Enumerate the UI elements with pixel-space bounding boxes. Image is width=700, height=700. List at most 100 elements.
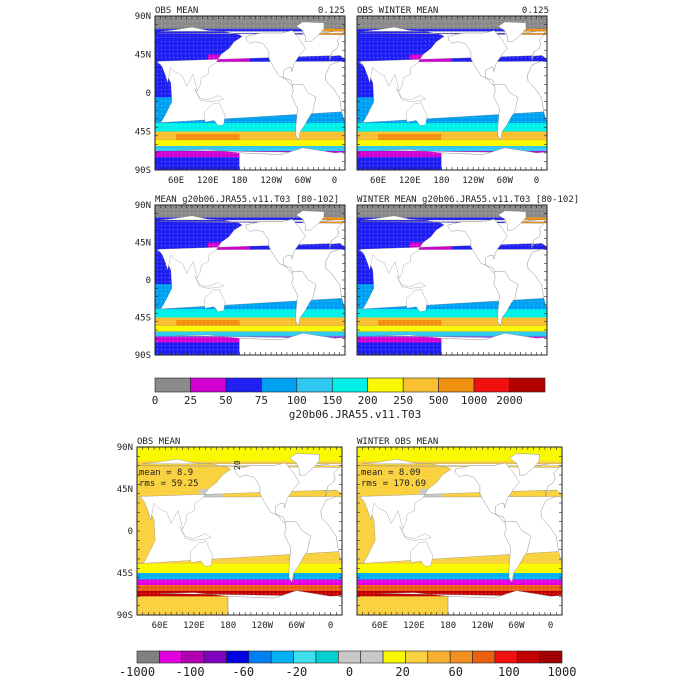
land-mass [320, 496, 342, 564]
stat-rms: rms = 59.25 [139, 479, 199, 489]
land-mass [523, 219, 547, 250]
x-tick-label: 60E [152, 621, 168, 631]
colorbar-swatch [315, 650, 339, 664]
stat-rms: rms = 170.69 [361, 479, 426, 489]
colorbar-swatch [367, 377, 404, 393]
land-mass [296, 210, 325, 231]
y-tick-label: 45S [117, 569, 133, 579]
colorbar-tick-label: 200 [358, 394, 378, 407]
colorbar-tick-label: 150 [322, 394, 342, 407]
land-mass [203, 289, 226, 312]
colorbar-swatch [261, 377, 298, 393]
map-panel [356, 204, 616, 356]
x-tick-label: 120W [471, 621, 493, 631]
y-tick-label: 90N [117, 443, 133, 453]
colorbar-tick-label: 20 [395, 665, 409, 679]
land-mass [179, 526, 212, 541]
colorbar-tick-label: 50 [219, 394, 232, 407]
colorbar-swatch [190, 377, 227, 393]
x-tick-label: 120W [462, 176, 484, 186]
x-tick-label: 60E [168, 176, 184, 186]
land-mass [399, 526, 432, 541]
panel-value-label: 0.125 [522, 6, 549, 16]
y-tick-label: 90S [117, 611, 133, 621]
land-mass [289, 453, 320, 476]
colorbar-swatch [331, 377, 369, 393]
x-tick-label: 120E [197, 176, 219, 186]
colorbar-swatch [226, 650, 250, 664]
x-tick-label: 120E [183, 621, 205, 631]
x-tick-label: 0 [534, 176, 539, 186]
land-mass [587, 89, 616, 102]
x-tick-label: 120W [251, 621, 273, 631]
colorbar-swatch [427, 650, 451, 664]
x-tick-label: 180 [231, 176, 247, 186]
land-mass [587, 276, 616, 289]
y-tick-label: 0 [146, 276, 151, 286]
y-tick-label: 0 [128, 527, 133, 537]
land-mass [325, 249, 345, 310]
land-mass [441, 147, 547, 170]
land-mass [239, 333, 345, 355]
land-mass [245, 30, 306, 87]
colorbar-swatch [338, 650, 361, 664]
colorbar-tick-label: 100 [287, 394, 307, 407]
land-mass [405, 102, 428, 126]
land-mass [291, 84, 317, 141]
land-mass [615, 541, 638, 566]
y-tick-label: 45N [135, 51, 151, 61]
colorbar-swatch [225, 377, 262, 393]
panel-title: WINTER OBS MEAN [357, 437, 438, 447]
contour-label: 20 [233, 460, 242, 470]
colorbar-swatch [293, 650, 317, 664]
panel-title: MEAN g20b06.JRA55.v11.T03 [80-102] [155, 195, 339, 205]
land-mass [454, 462, 520, 524]
land-mass [291, 271, 317, 327]
x-tick-label: 120W [260, 176, 282, 186]
colorbar-swatch [159, 650, 183, 664]
colorbar-tick-label: -1000 [119, 665, 155, 679]
land-mass [493, 271, 519, 327]
x-tick-label: 180 [440, 621, 456, 631]
x-tick-label: 120E [403, 621, 425, 631]
colorbar-tick-label: -60 [232, 665, 254, 679]
land-mass [498, 210, 527, 231]
x-tick-label: 180 [433, 176, 449, 186]
colorbar-tick-label: 0 [346, 665, 353, 679]
land-mass [441, 333, 547, 355]
land-mass [596, 102, 617, 125]
y-tick-label: 90N [135, 201, 151, 211]
colorbar-swatch [539, 650, 563, 664]
y-tick-label: 90N [135, 12, 151, 22]
x-tick-label: 0 [328, 621, 333, 631]
y-tick-label: 45S [135, 128, 151, 138]
land-mass [498, 21, 527, 42]
colorbar-tick-label: 1000 [548, 665, 577, 679]
x-tick-label: 60W [497, 176, 514, 186]
land-mass [239, 147, 345, 170]
x-tick-label: 0 [548, 621, 553, 631]
colorbar-tick-label: 60 [449, 665, 463, 679]
colorbar-tick-label: 2000 [496, 394, 523, 407]
x-tick-label: 60W [508, 621, 525, 631]
colorbar-swatch [382, 650, 406, 664]
land-mass [527, 249, 547, 310]
colorbar-tick-label: 1000 [461, 394, 488, 407]
land-mass [296, 21, 325, 42]
colorbar-swatch [154, 377, 191, 393]
x-tick-label: 60W [295, 176, 312, 186]
map-panel: 90N 45N 0 45S 90S 60E 120E 180 120W 60W 0 [117, 443, 343, 631]
x-tick-label: 120E [399, 176, 421, 186]
land-mass [325, 61, 345, 124]
land-mass [194, 88, 224, 102]
stat-mean: mean = 8.9 [139, 468, 193, 478]
colorbar-swatch [494, 650, 518, 664]
colorbar-label: g20b06.JRA55.v11.T03 [289, 408, 421, 421]
x-tick-label: 60E [370, 176, 386, 186]
x-tick-label: 60E [372, 621, 388, 631]
land-mass [504, 521, 531, 583]
panel-title: WINTER MEAN g20b06.JRA55.v11.T03 [80-102… [357, 195, 579, 205]
panel-title: OBS MEAN [137, 437, 180, 447]
colorbar-swatch [472, 650, 496, 664]
